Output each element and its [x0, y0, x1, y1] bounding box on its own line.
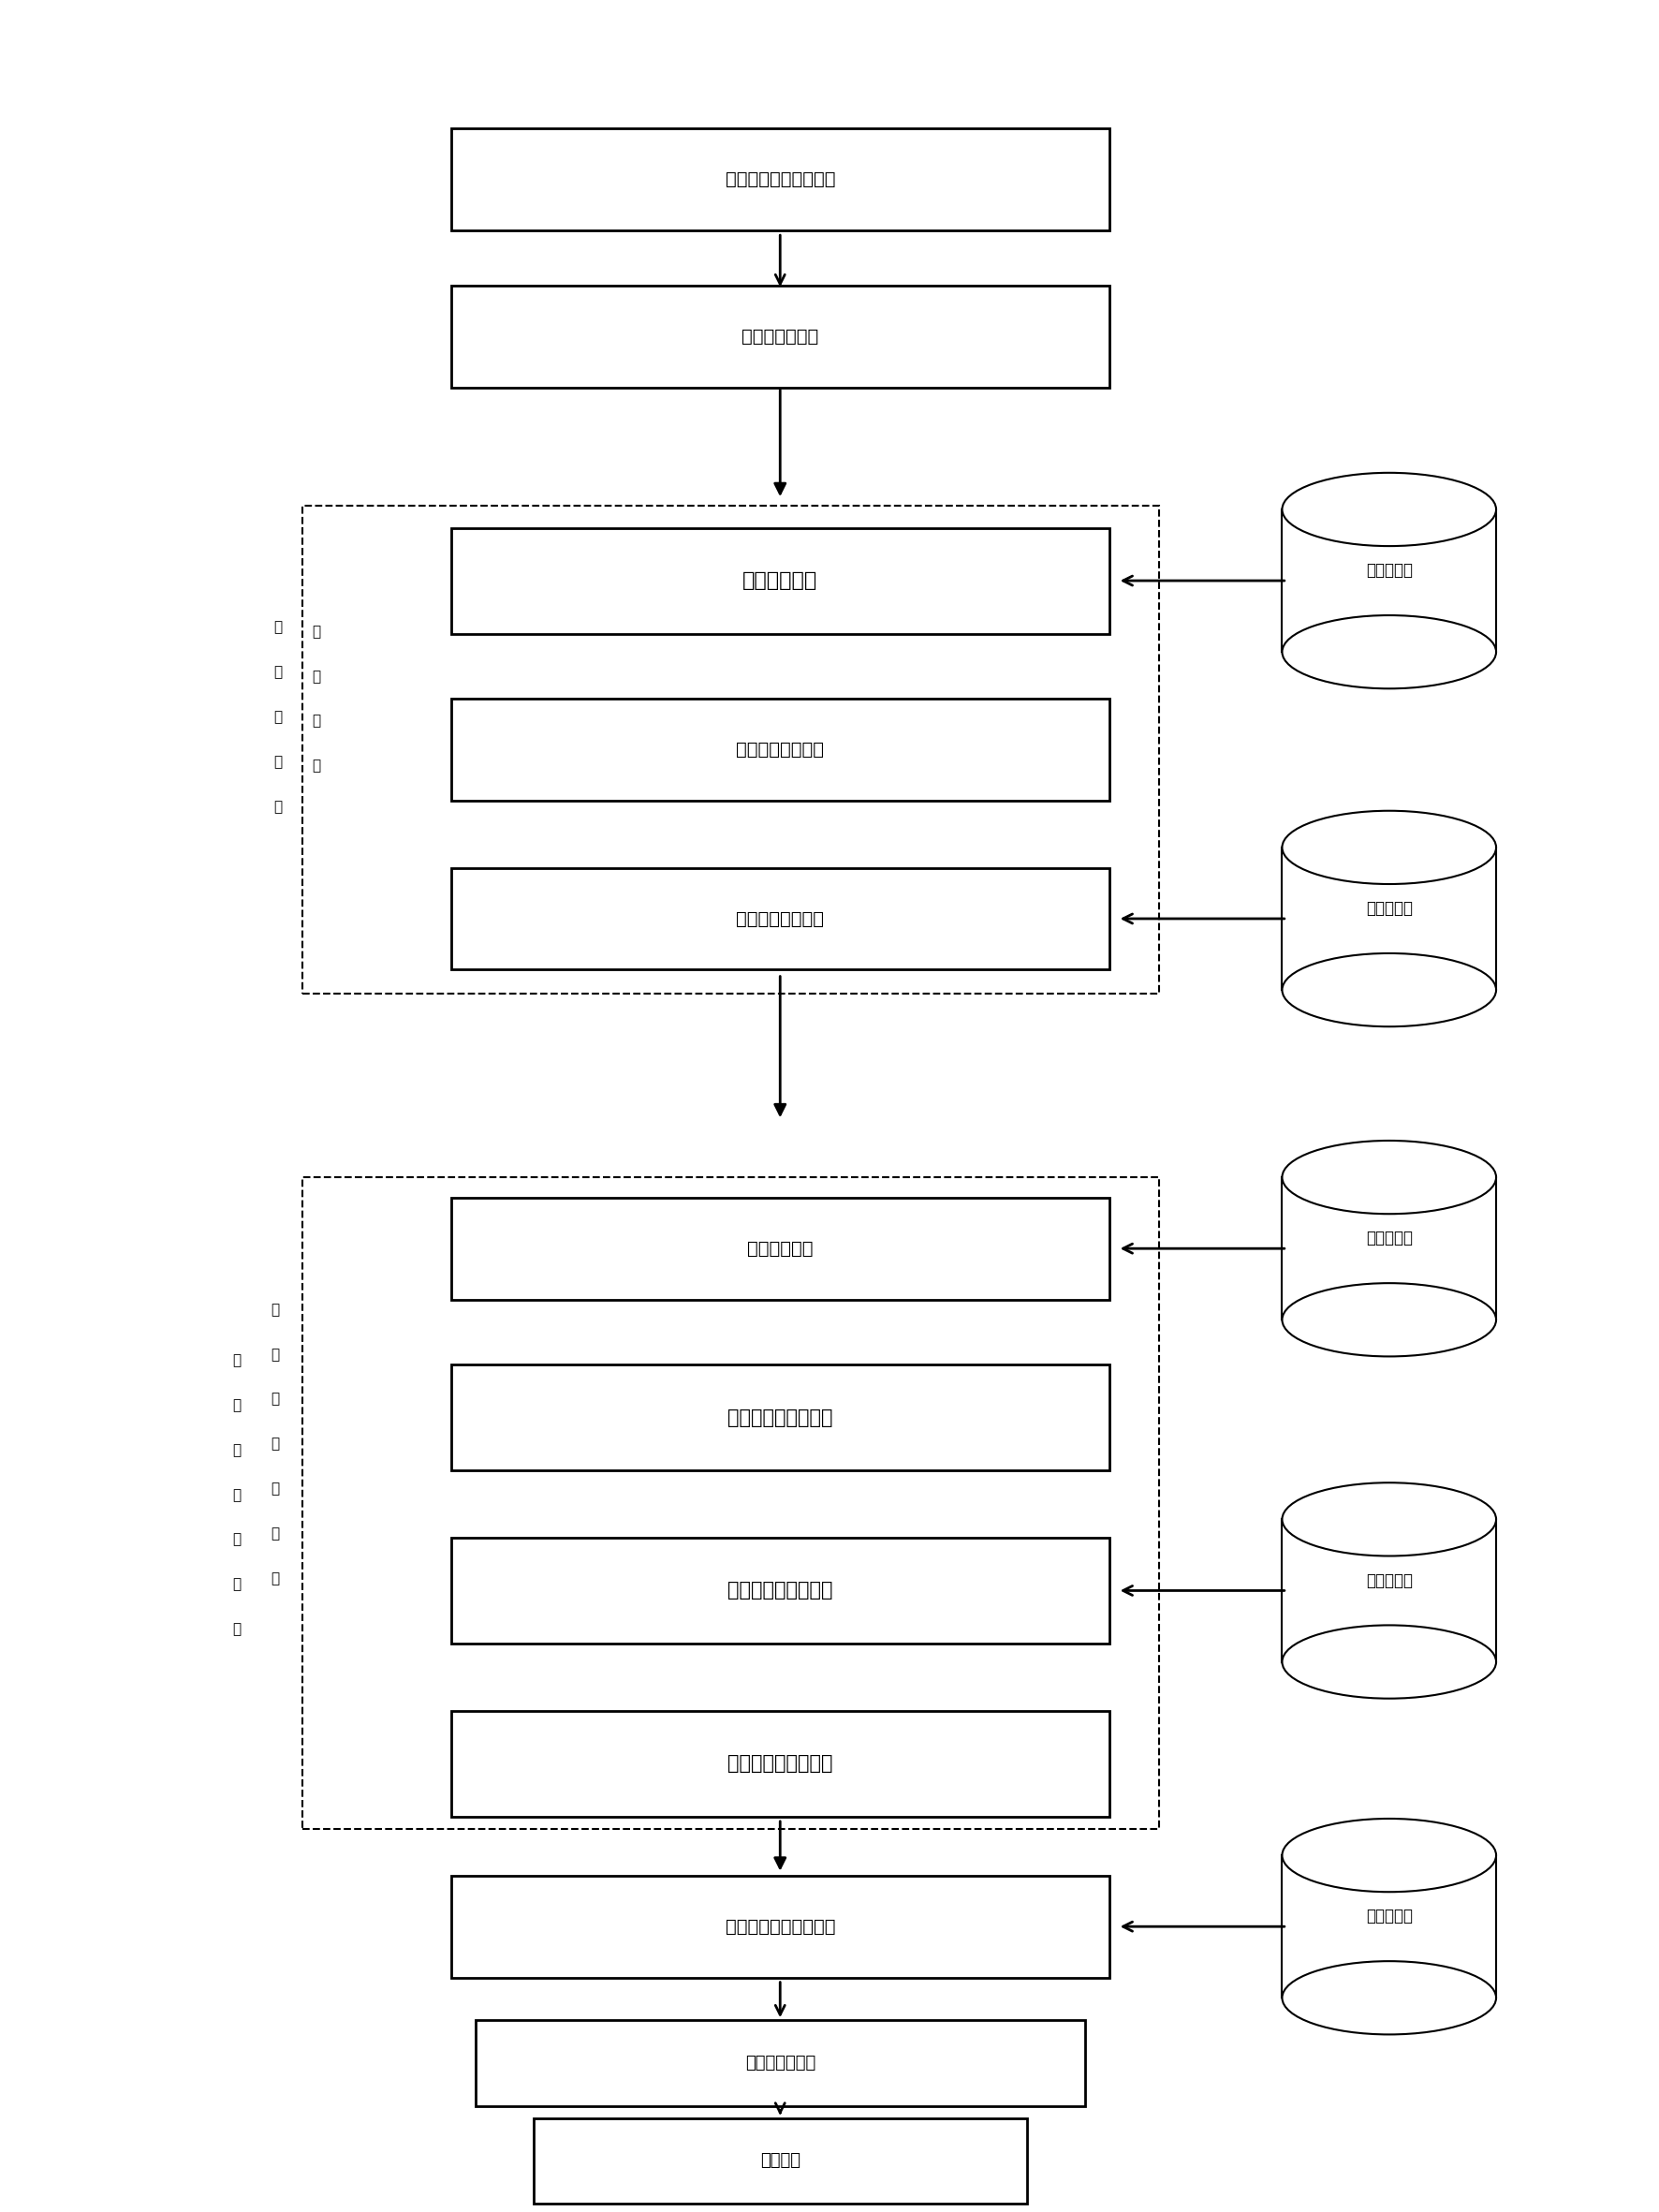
Text: 特: 特	[232, 1442, 241, 1458]
Text: 征: 征	[232, 1489, 241, 1502]
Text: 单孔制孔层参数设置: 单孔制孔层参数设置	[727, 1754, 833, 1774]
Bar	[1282, 509, 1496, 653]
Bar	[1282, 1856, 1496, 1997]
Text: 工艺参数库: 工艺参数库	[1365, 1230, 1412, 1248]
Text: 相: 相	[270, 1347, 279, 1360]
Text: 别: 别	[232, 1621, 241, 1637]
Text: 预: 预	[274, 710, 282, 723]
Text: 机床参数库: 机床参数库	[1365, 562, 1412, 580]
Ellipse shape	[1282, 1818, 1496, 1891]
Text: 缺失特征的添加: 缺失特征的添加	[742, 327, 818, 345]
Text: 加工坐标系的设置: 加工坐标系的设置	[737, 741, 825, 759]
FancyBboxPatch shape	[451, 1197, 1110, 1298]
FancyBboxPatch shape	[451, 529, 1110, 633]
FancyBboxPatch shape	[451, 867, 1110, 969]
Text: 切削参数库: 切削参数库	[1365, 1573, 1412, 1588]
Ellipse shape	[1282, 812, 1496, 885]
Bar	[1282, 1520, 1496, 1661]
Text: 单肋制孔层参数设置: 单肋制孔层参数设置	[727, 1582, 833, 1599]
Ellipse shape	[1282, 1141, 1496, 1214]
Text: 设: 设	[270, 1526, 279, 1540]
Ellipse shape	[1282, 1626, 1496, 1699]
Text: 何: 何	[232, 1398, 241, 1411]
Text: 工: 工	[274, 666, 282, 679]
Text: 的: 的	[312, 670, 320, 684]
Ellipse shape	[1282, 1482, 1496, 1555]
Text: 整体结构层参数设置: 整体结构层参数设置	[727, 1409, 833, 1427]
Text: 参: 参	[270, 1438, 279, 1451]
Text: 加: 加	[274, 622, 282, 635]
FancyBboxPatch shape	[451, 1537, 1110, 1644]
Ellipse shape	[1282, 1962, 1496, 2035]
Text: 的: 的	[232, 1533, 241, 1546]
Text: 置: 置	[270, 1571, 279, 1586]
Text: 刀轨的生成与仿真验证: 刀轨的生成与仿真验证	[725, 1918, 834, 1936]
FancyBboxPatch shape	[451, 1365, 1110, 1471]
Text: 义: 义	[312, 759, 320, 772]
Text: 关: 关	[270, 1391, 279, 1407]
FancyBboxPatch shape	[476, 2020, 1085, 2106]
Text: 刀轨文件的生成: 刀轨文件的生成	[745, 2055, 815, 2070]
Text: 识: 识	[232, 1577, 241, 1590]
Text: 加工路径规划: 加工路径规划	[747, 1239, 813, 1256]
FancyBboxPatch shape	[451, 128, 1110, 230]
Text: 后置处理: 后置处理	[760, 2152, 800, 2170]
Text: 刀具参数库: 刀具参数库	[1365, 900, 1412, 918]
Text: 机床参数设置: 机床参数设置	[743, 571, 818, 591]
FancyBboxPatch shape	[533, 2117, 1027, 2203]
Text: 工艺知识库: 工艺知识库	[1365, 1909, 1412, 1924]
FancyBboxPatch shape	[451, 1710, 1110, 1816]
FancyBboxPatch shape	[451, 1876, 1110, 1978]
Text: 零件和毛坯文件的读入: 零件和毛坯文件的读入	[725, 170, 834, 188]
Text: 数: 数	[312, 624, 320, 639]
Ellipse shape	[1282, 953, 1496, 1026]
Text: 数: 数	[270, 1482, 279, 1495]
Text: 参: 参	[274, 801, 282, 814]
Text: 几: 几	[232, 1354, 241, 1367]
FancyBboxPatch shape	[451, 699, 1110, 801]
Text: 备: 备	[274, 754, 282, 770]
Bar	[1282, 847, 1496, 991]
Text: 其他辅助参数设置: 其他辅助参数设置	[737, 909, 825, 927]
FancyBboxPatch shape	[451, 285, 1110, 387]
Bar	[1282, 1177, 1496, 1321]
Text: 与: 与	[270, 1303, 279, 1316]
Ellipse shape	[1282, 473, 1496, 546]
Ellipse shape	[1282, 615, 1496, 688]
Ellipse shape	[1282, 1283, 1496, 1356]
Text: 定: 定	[312, 714, 320, 728]
